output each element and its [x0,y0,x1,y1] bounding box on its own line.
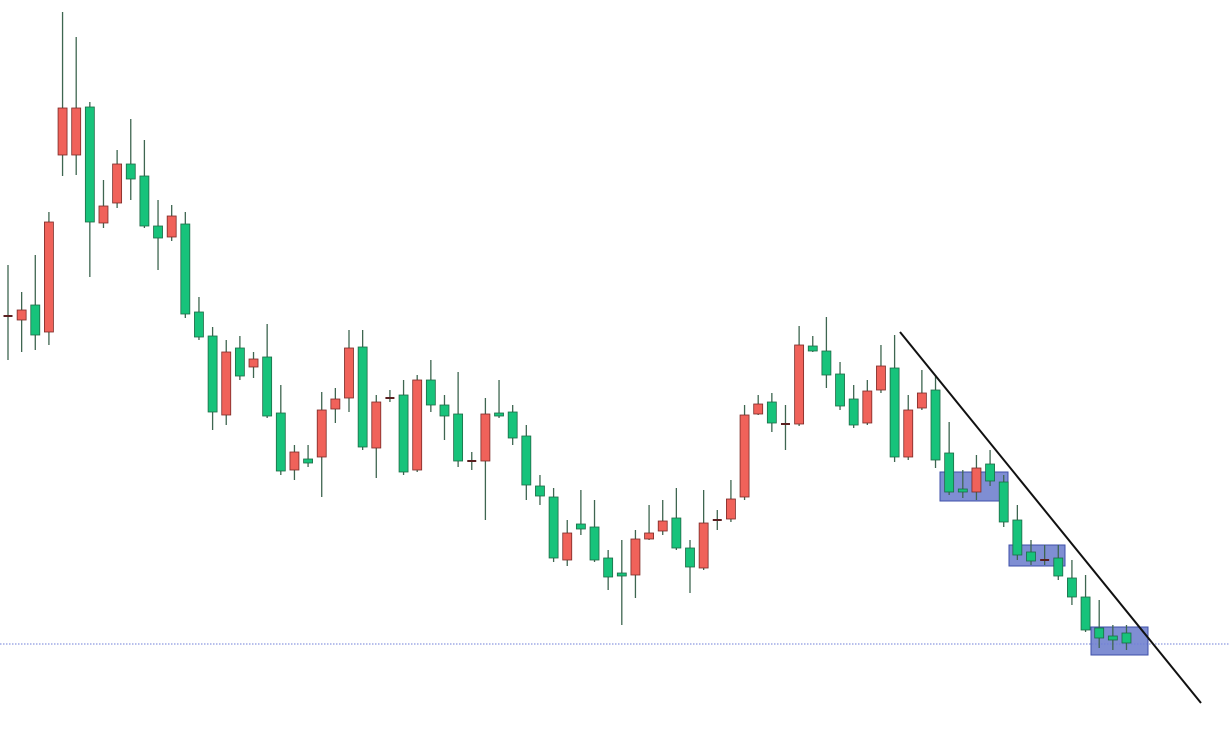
candle-body [1012,519,1023,556]
candle-body [603,557,614,578]
candle-body [671,517,682,549]
candle-body [1080,596,1091,631]
candle-body [57,107,68,156]
candle-body [862,390,873,424]
candle-body [221,351,232,416]
candle-body [616,572,627,577]
candle-body [30,304,41,336]
candle-body [835,373,845,407]
candle-body [248,358,259,368]
candle-body [698,522,709,569]
annotations [0,471,1230,656]
candle-body [398,394,409,473]
candle-body [71,107,82,156]
candle-body [412,379,423,471]
highlight-box [1090,626,1149,656]
candle-body [521,435,532,486]
candle-body [180,223,191,315]
candle-body [139,175,150,227]
candle-body [262,356,273,417]
candle-body [930,389,941,461]
candle-body [1107,635,1118,641]
candle-body [1053,557,1064,577]
candles [3,12,1132,650]
candle-body [344,347,354,399]
candle-body [535,485,545,497]
candle-body [1067,577,1077,598]
candle-body [207,335,218,413]
candle-body [480,413,491,462]
candle-body [1026,551,1036,562]
candle-body [889,367,900,458]
candle-body [685,547,695,568]
candle-body [1121,632,1132,644]
candle-body [371,401,382,449]
candle-body [316,409,327,458]
candle-body [357,346,368,448]
candle-body [453,413,464,462]
candle-body [821,350,832,376]
candle-body [944,452,955,493]
candle-body [194,311,204,338]
candle-body [589,526,600,561]
candle-body [112,163,123,204]
candle-body [84,106,95,223]
candle-body [166,215,177,238]
highlight-box [1008,544,1066,567]
candle-body [753,403,764,415]
candle-body [289,451,300,471]
candle-body [507,411,518,439]
candle-body [985,463,995,482]
candle-body [998,481,1009,523]
candle-body [971,467,982,493]
candle-body [303,458,313,464]
candle-body [425,379,436,406]
candle-body [275,412,286,472]
candle-body [234,347,245,377]
candle-body [903,409,914,458]
candle-body [916,392,927,409]
candle-body [807,345,818,352]
candle-body [562,532,573,561]
candle-body [848,398,859,426]
candle-body [630,538,641,576]
candle-body [125,163,136,180]
candle-body [494,412,504,417]
candle-body [330,398,341,410]
trend-line [899,331,1202,704]
candle-body [98,205,109,224]
candle-body [153,225,163,239]
candle-body [739,414,750,498]
candle-body [726,498,736,520]
candle-body [876,365,886,391]
candle-body [766,401,777,424]
candle-body [44,221,54,333]
candle-body [16,309,27,321]
candle-body [657,520,668,532]
candle-body [575,523,586,530]
candle-body [644,532,654,540]
candle-body [439,404,450,417]
candle-body [1094,627,1105,639]
candle-body [794,344,805,425]
candle-body [957,488,968,493]
candle-body [548,496,559,559]
